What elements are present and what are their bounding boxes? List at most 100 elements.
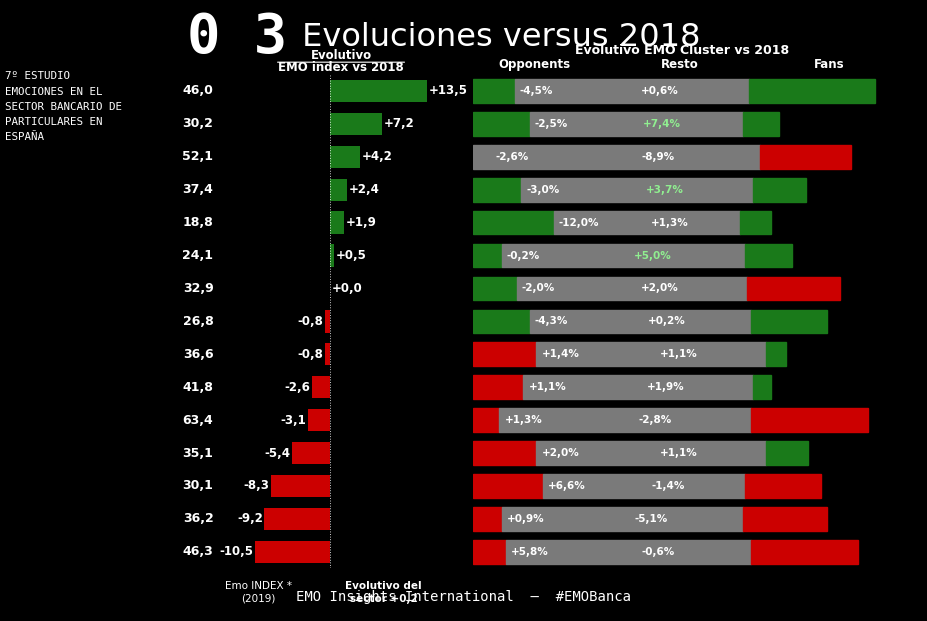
Text: 30,2: 30,2: [183, 117, 213, 130]
Text: Opponents: Opponents: [498, 58, 569, 71]
Text: -5,1%: -5,1%: [634, 514, 667, 524]
Bar: [473, 441, 536, 465]
Text: 24,1: 24,1: [183, 249, 213, 262]
Bar: [553, 211, 740, 235]
Text: +2,4: +2,4: [349, 183, 379, 196]
Text: -2,8%: -2,8%: [638, 415, 671, 425]
Bar: [744, 474, 819, 498]
Text: -0,2%: -0,2%: [506, 250, 540, 261]
Bar: [501, 507, 742, 531]
Text: 46,3: 46,3: [183, 545, 213, 558]
Text: +1,3%: +1,3%: [650, 217, 688, 228]
Text: +5,0%: +5,0%: [633, 250, 670, 261]
Text: +2,0%: +2,0%: [540, 448, 578, 458]
Bar: [473, 243, 501, 268]
Bar: [516, 276, 746, 301]
Bar: [330, 79, 426, 102]
Bar: [753, 178, 805, 202]
Text: +1,1%: +1,1%: [527, 382, 565, 392]
Text: 63,4: 63,4: [183, 414, 213, 427]
Bar: [529, 309, 751, 333]
Bar: [529, 112, 742, 136]
Bar: [746, 276, 839, 301]
Text: +1,1%: +1,1%: [659, 448, 697, 458]
Bar: [330, 211, 344, 234]
Text: -5,4: -5,4: [264, 446, 290, 460]
Text: -2,5%: -2,5%: [534, 119, 567, 129]
Text: -12,0%: -12,0%: [558, 217, 599, 228]
Bar: [742, 112, 779, 136]
Bar: [740, 211, 770, 235]
Bar: [751, 540, 857, 564]
Text: +0,6%: +0,6%: [641, 86, 678, 96]
Bar: [473, 112, 529, 136]
Text: +6,6%: +6,6%: [547, 481, 585, 491]
Text: -8,3: -8,3: [243, 479, 269, 492]
Text: 18,8: 18,8: [183, 216, 213, 229]
Text: -2,0%: -2,0%: [521, 283, 554, 294]
Bar: [330, 112, 382, 135]
Text: Evoluciones versus 2018: Evoluciones versus 2018: [292, 22, 700, 53]
Text: +0,9%: +0,9%: [506, 514, 544, 524]
Text: 36,6: 36,6: [183, 348, 213, 361]
Text: 52,1: 52,1: [183, 150, 213, 163]
Text: +13,5: +13,5: [428, 84, 467, 97]
Bar: [473, 342, 536, 366]
Bar: [751, 408, 868, 432]
Text: +0,2%: +0,2%: [647, 316, 685, 327]
Text: Evolutivo EMO Cluster vs 2018: Evolutivo EMO Cluster vs 2018: [574, 45, 788, 57]
Text: -4,5%: -4,5%: [519, 86, 552, 96]
Text: -4,3%: -4,3%: [534, 316, 567, 327]
Text: 36,2: 36,2: [183, 512, 213, 525]
Bar: [523, 375, 753, 399]
Bar: [255, 540, 330, 563]
Bar: [748, 79, 874, 103]
Text: Fans: Fans: [813, 58, 844, 71]
Bar: [473, 408, 499, 432]
Bar: [753, 375, 770, 399]
Text: Resto: Resto: [660, 58, 698, 71]
Text: -0,8: -0,8: [297, 315, 323, 328]
Bar: [751, 309, 826, 333]
Text: 26,8: 26,8: [183, 315, 213, 328]
Bar: [473, 540, 505, 564]
Text: +1,9: +1,9: [345, 216, 375, 229]
Text: -2,6: -2,6: [284, 381, 310, 394]
Text: +7,4%: +7,4%: [642, 119, 679, 129]
Bar: [308, 409, 330, 432]
Bar: [473, 309, 529, 333]
Bar: [311, 376, 330, 399]
Text: 35,1: 35,1: [183, 446, 213, 460]
Text: -1,4%: -1,4%: [651, 481, 684, 491]
Bar: [330, 145, 360, 168]
Bar: [271, 474, 330, 497]
Text: -9,2: -9,2: [236, 512, 262, 525]
Text: -10,5: -10,5: [220, 545, 253, 558]
Bar: [473, 375, 523, 399]
Bar: [473, 178, 520, 202]
Text: +5,8%: +5,8%: [511, 546, 548, 557]
Bar: [501, 243, 744, 268]
Bar: [473, 474, 542, 498]
Text: 0 3: 0 3: [186, 11, 286, 63]
Bar: [324, 343, 330, 366]
Bar: [324, 310, 330, 333]
Bar: [542, 474, 744, 498]
Text: +1,4%: +1,4%: [540, 349, 578, 360]
Text: +3,7%: +3,7%: [645, 184, 683, 195]
Text: +7,2: +7,2: [383, 117, 413, 130]
Text: -3,0%: -3,0%: [526, 184, 559, 195]
Bar: [744, 243, 792, 268]
Bar: [473, 79, 514, 103]
Text: -0,8: -0,8: [297, 348, 323, 361]
Bar: [473, 211, 553, 235]
Text: 46,0: 46,0: [183, 84, 213, 97]
Text: 41,8: 41,8: [183, 381, 213, 394]
Bar: [499, 408, 751, 432]
Text: +2,0%: +2,0%: [640, 283, 678, 294]
Text: +1,9%: +1,9%: [646, 382, 684, 392]
Bar: [766, 441, 806, 465]
Text: Emo INDEX *
(2019): Emo INDEX * (2019): [224, 581, 291, 604]
Text: EMO index vs 2018: EMO index vs 2018: [278, 60, 403, 73]
Text: 7º ESTUDIO
EMOCIONES EN EL
SECTOR BANCARIO DE
PARTICULARES EN
ESPAÑA: 7º ESTUDIO EMOCIONES EN EL SECTOR BANCAR…: [5, 71, 121, 142]
